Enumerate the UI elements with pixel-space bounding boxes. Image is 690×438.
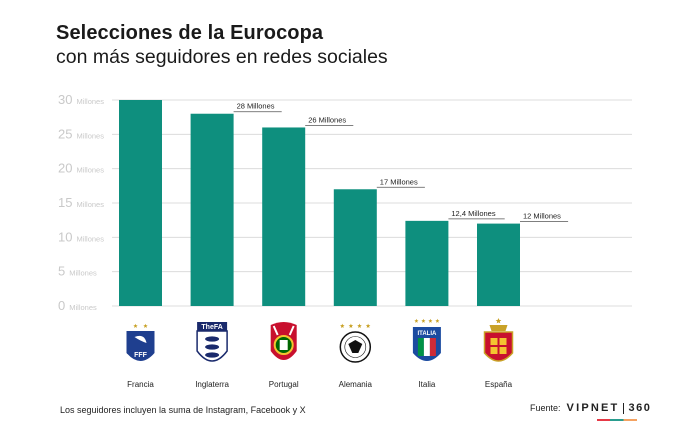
x-category-label: Portugal (269, 380, 299, 389)
bar-chart: 0 Millones 5 Millones 10 Millones 15 Millones 20… (58, 92, 632, 389)
star-icon (421, 318, 426, 323)
brand-name: VIPNET (566, 402, 620, 414)
y-tick-label: 10 Millones (58, 229, 104, 244)
star-icon (414, 318, 419, 323)
data-label: 17 Millones (380, 177, 418, 186)
shield-shape (483, 331, 514, 362)
star-icon (348, 323, 354, 328)
fff-crest-icon: FFF (126, 323, 155, 361)
inner-ring (344, 336, 367, 358)
y-tick-label: 5 Millones (58, 264, 97, 279)
chart-subtitle: con más seguidores en redes sociales (56, 46, 388, 68)
fpf-crest-icon (270, 322, 297, 360)
lion-shape (205, 336, 220, 342)
crest-text: TheFA (201, 324, 222, 331)
x-category-label: España (485, 380, 513, 389)
star-icon (495, 318, 502, 324)
y-tick-label: 20 Millones (58, 161, 104, 176)
quarter (490, 347, 498, 354)
bar-inglaterra (190, 113, 234, 306)
star-icon (428, 318, 433, 323)
chart-title: Selecciones de la Eurocopa (56, 22, 324, 44)
flag-green (417, 338, 424, 356)
x-category-label: Italia (418, 380, 435, 389)
star-icon (340, 323, 345, 328)
y-tick-label: 0 Millones (58, 298, 97, 313)
footnote: Los seguidores incluyen la suma de Insta… (60, 405, 306, 415)
bar-francia (119, 100, 162, 306)
star-icon (133, 323, 138, 328)
y-tick-label: 30 Millones (58, 92, 104, 107)
banner-shape (197, 322, 228, 331)
figc-crest-icon: ITALIA (412, 318, 441, 361)
brand-number: 360 (628, 402, 652, 414)
star-icon (357, 323, 362, 328)
flag-red (429, 338, 436, 356)
dfb-crest-icon (339, 323, 372, 363)
thefa-crest-icon: TheFA (196, 322, 228, 362)
quarter (499, 347, 507, 354)
star-icon (435, 318, 440, 323)
x-category-label: Alemania (339, 380, 373, 389)
quarter (499, 338, 507, 345)
shield-shape (126, 331, 155, 361)
rooster-shape (134, 335, 147, 343)
crest-text: ITALIA (417, 331, 437, 337)
data-label: 26 Millones (308, 115, 346, 124)
star-icon (365, 323, 371, 328)
inner-shield (279, 340, 288, 350)
y-tick-label: 15 Millones (58, 195, 104, 210)
data-label: 12 Millones (523, 212, 561, 221)
crown-shape (489, 325, 508, 331)
data-label: 12,4 Millones (451, 209, 495, 218)
brand-logo: VIPNET 360 (567, 402, 652, 414)
crest-text: FFF (134, 352, 148, 359)
x-category-label: Inglaterra (195, 380, 229, 389)
source-credit: Fuente: VIPNET 360 (530, 402, 651, 414)
eagle-shape (348, 340, 363, 353)
source-label: Fuente: (530, 403, 561, 413)
bar-españa (477, 223, 520, 306)
lion-shape (205, 352, 220, 358)
brand-underline (597, 419, 637, 421)
flag-white (423, 338, 430, 356)
bar-portugal (262, 127, 306, 306)
lion-shape (205, 344, 220, 350)
y-tick-label: 25 Millones (58, 126, 104, 141)
rfef-crest-icon (483, 318, 514, 362)
cross-shape (272, 325, 295, 336)
x-category-label: Francia (127, 380, 154, 389)
quarter (490, 338, 498, 345)
data-label: 28 Millones (237, 102, 275, 111)
star-icon (143, 323, 148, 328)
bar-italia (405, 220, 449, 306)
bar-alemania (333, 189, 377, 306)
